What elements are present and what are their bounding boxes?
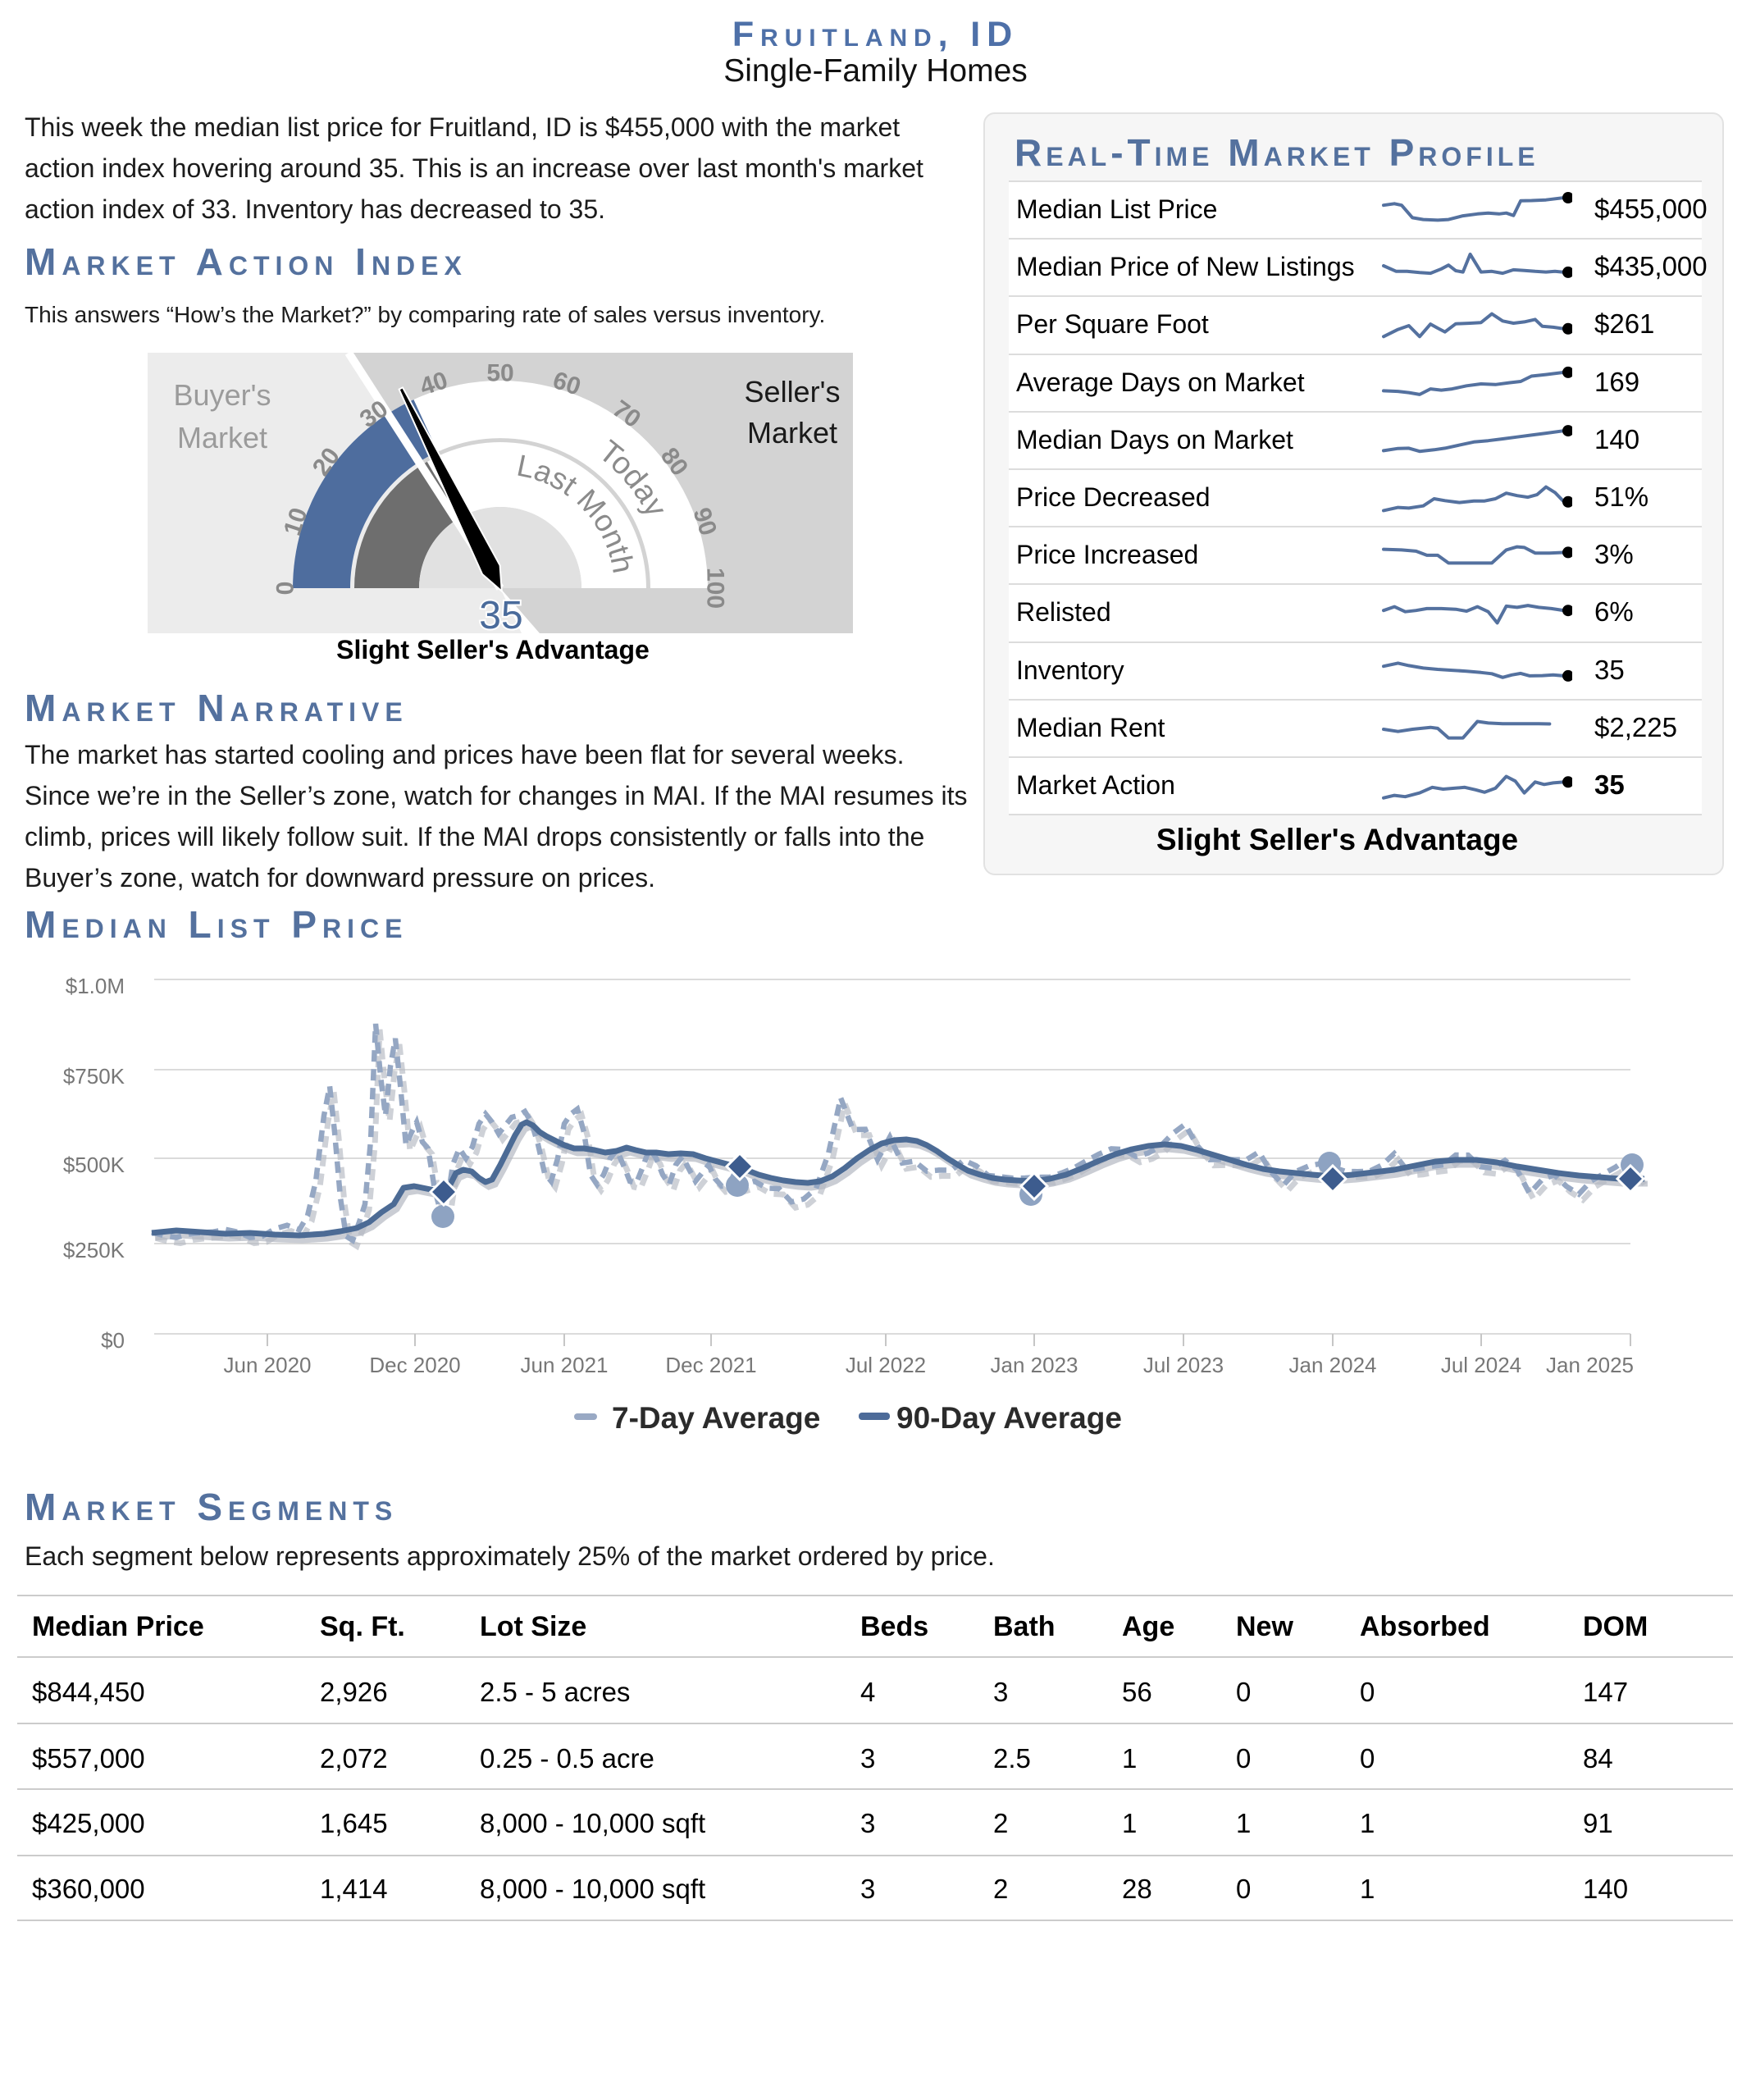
svg-text:$500K: $500K — [63, 1153, 125, 1177]
svg-text:Jul 2023: Jul 2023 — [1143, 1353, 1224, 1377]
svg-text:Buyer's: Buyer's — [174, 378, 271, 412]
svg-text:100: 100 — [702, 568, 729, 609]
svg-text:Jun 2020: Jun 2020 — [224, 1353, 312, 1377]
svg-text:Dec 2020: Dec 2020 — [369, 1353, 460, 1377]
svg-text:Jan 2025: Jan 2025 — [1546, 1353, 1634, 1377]
svg-text:$0: $0 — [101, 1328, 125, 1353]
svg-text:0: 0 — [272, 582, 299, 596]
svg-text:$1.0M: $1.0M — [66, 974, 125, 998]
svg-text:Slight Seller's Advantage: Slight Seller's Advantage — [336, 635, 650, 664]
svg-text:Jun 2021: Jun 2021 — [521, 1353, 609, 1377]
svg-text:35: 35 — [479, 594, 522, 637]
svg-text:$750K: $750K — [63, 1064, 125, 1089]
svg-text:90-Day Average: 90-Day Average — [896, 1401, 1122, 1435]
svg-text:Market: Market — [177, 421, 267, 454]
svg-text:Seller's: Seller's — [745, 375, 841, 409]
svg-text:$250K: $250K — [63, 1238, 125, 1262]
svg-text:Dec 2021: Dec 2021 — [665, 1353, 756, 1377]
svg-text:Jan 2023: Jan 2023 — [991, 1353, 1078, 1377]
svg-text:Market: Market — [747, 416, 837, 450]
svg-text:Jul 2022: Jul 2022 — [846, 1353, 926, 1377]
svg-text:Jul 2024: Jul 2024 — [1441, 1353, 1521, 1377]
svg-text:Jan 2024: Jan 2024 — [1289, 1353, 1377, 1377]
svg-text:50: 50 — [486, 360, 513, 387]
svg-text:7-Day Average: 7-Day Average — [612, 1401, 820, 1435]
